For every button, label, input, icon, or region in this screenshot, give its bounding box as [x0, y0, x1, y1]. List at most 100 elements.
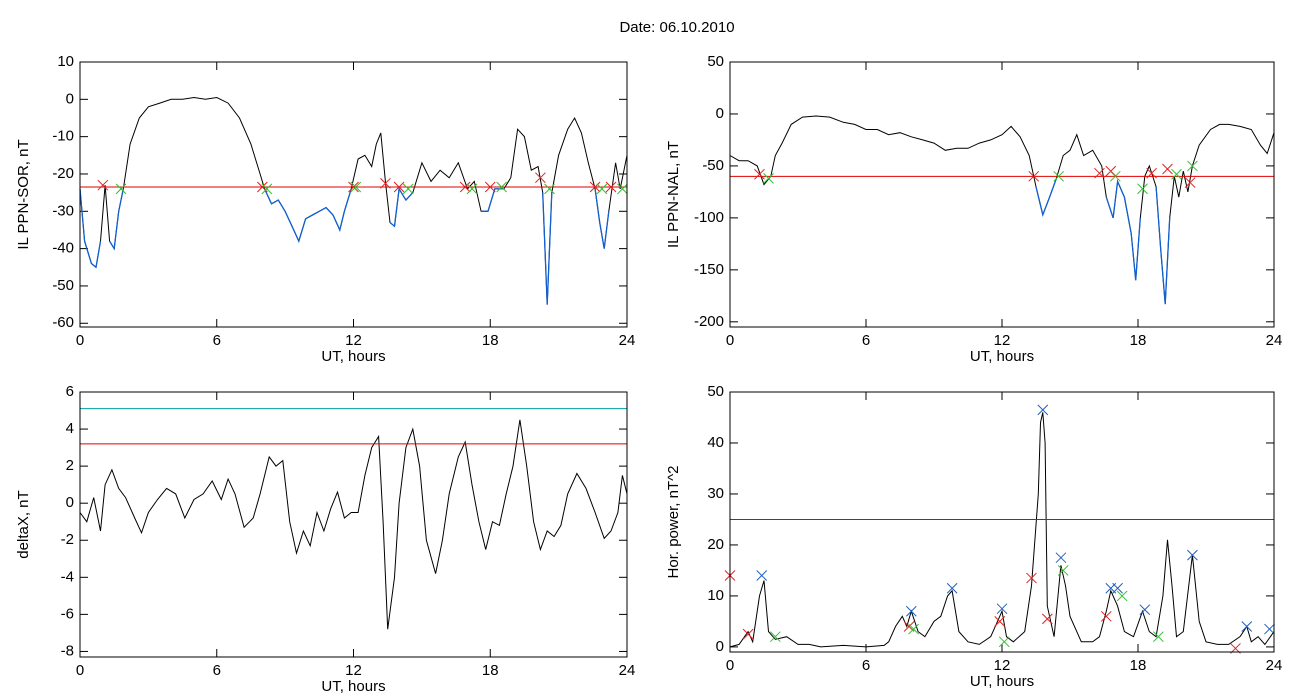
- x-tick-label: 6: [213, 662, 221, 679]
- cross-marker: [544, 183, 555, 195]
- x-axis-label: UT, hours: [321, 348, 385, 365]
- cross-marker: [1137, 183, 1148, 195]
- cross-marker: [596, 183, 608, 195]
- x-tick-label: 12: [994, 332, 1011, 349]
- x-tick-label: 24: [1266, 657, 1283, 674]
- x-tick-label: 6: [862, 657, 870, 674]
- y-tick-label: -6: [61, 605, 74, 622]
- cross-stroke: [1184, 177, 1196, 188]
- cross-stroke: [544, 183, 555, 195]
- cross-stroke: [1026, 572, 1037, 584]
- x-axis-label: UT, hours: [321, 678, 385, 695]
- cross-stroke: [393, 181, 405, 193]
- cross-marker: [908, 623, 919, 635]
- plot-frame: [79, 391, 628, 658]
- plot-frame: [79, 61, 628, 328]
- data-line: [79, 419, 628, 630]
- cross-marker: [1041, 613, 1053, 625]
- cross-marker: [1146, 167, 1157, 179]
- y-tick-label: -60: [52, 314, 74, 331]
- data-line: [79, 96, 628, 305]
- cross-stroke: [1094, 167, 1105, 179]
- cross-stroke: [998, 636, 1010, 648]
- data-line: [729, 412, 1275, 648]
- x-tick-label: 18: [482, 332, 499, 349]
- y-tick-label: -40: [52, 240, 74, 257]
- y-axis-label: Hor. power, nT^2: [665, 466, 682, 579]
- below-threshold-line: [542, 192, 553, 305]
- cross-stroke: [617, 183, 628, 195]
- cross-stroke: [1187, 160, 1198, 172]
- cross-marker: [466, 183, 478, 195]
- y-tick-label: 0: [716, 105, 724, 122]
- y-tick-label: -20: [52, 165, 74, 182]
- y-tick-label: 6: [66, 383, 74, 400]
- cross-marker: [261, 183, 273, 195]
- cross-stroke: [596, 183, 608, 195]
- cross-marker: [998, 636, 1010, 648]
- y-tick-label: 10: [57, 53, 74, 70]
- cross-stroke: [97, 179, 109, 191]
- below-threshold-line: [1035, 178, 1058, 217]
- x-tick-label: 6: [862, 332, 870, 349]
- cross-stroke: [946, 582, 958, 594]
- cross-stroke: [905, 605, 917, 617]
- cross-marker: [905, 605, 917, 617]
- cross-marker: [348, 181, 359, 193]
- cross-marker: [1241, 621, 1253, 632]
- x-tick-label: 0: [726, 657, 734, 674]
- cross-marker: [115, 183, 127, 195]
- cross-stroke: [1187, 549, 1198, 561]
- cross-stroke: [1264, 623, 1275, 635]
- cross-stroke: [496, 181, 507, 193]
- data-line: [729, 115, 1275, 305]
- x-axis-label: UT, hours: [970, 348, 1034, 365]
- cross-marker: [756, 570, 768, 581]
- cross-stroke: [1109, 170, 1121, 182]
- cross-stroke: [605, 181, 617, 193]
- y-axis-label: IL PPN-NAL, nT: [665, 141, 682, 248]
- panel: 0 6 12 18 24 6 4 2 0 -2 -4 -6 -8 UT, hours deltaX, nT: [15, 383, 635, 695]
- cross-stroke: [402, 183, 414, 195]
- cross-stroke: [1057, 565, 1069, 576]
- y-tick-label: -8: [61, 642, 74, 659]
- panel: 0 6 12 18 24 50 0 -50 -100 -150 -200 UT, hours IL PP…: [665, 53, 1282, 365]
- cross-stroke: [1053, 170, 1065, 182]
- cross-marker: [589, 181, 601, 193]
- cross-marker: [393, 181, 405, 193]
- cross-stroke: [1153, 631, 1164, 643]
- x-tick-label: 12: [345, 332, 362, 349]
- cross-marker: [769, 631, 781, 643]
- x-tick-label: 6: [213, 332, 221, 349]
- y-tick-label: -50: [702, 157, 724, 174]
- y-tick-label: 50: [707, 53, 724, 70]
- below-threshold-line: [1105, 179, 1141, 281]
- cross-marker: [1026, 572, 1037, 584]
- x-tick-label: 12: [994, 657, 1011, 674]
- cross-stroke: [1112, 582, 1123, 594]
- cross-marker: [1055, 552, 1067, 564]
- x-tick-label: 24: [1266, 332, 1283, 349]
- cross-marker: [1057, 565, 1069, 576]
- cross-stroke: [1146, 167, 1157, 179]
- cross-stroke: [1162, 163, 1173, 175]
- y-tick-label: -2: [61, 531, 74, 548]
- cross-stroke: [1137, 183, 1148, 195]
- cross-stroke: [1037, 404, 1049, 416]
- cross-marker: [1162, 163, 1173, 175]
- cross-marker: [1184, 177, 1196, 188]
- below-threshold-line: [109, 188, 124, 251]
- cross-stroke: [350, 181, 362, 193]
- cross-marker: [1171, 168, 1182, 180]
- below-threshold-line: [79, 188, 102, 269]
- below-threshold-line: [264, 188, 352, 244]
- cross-marker: [754, 168, 765, 180]
- cross-stroke: [994, 616, 1006, 627]
- cross-marker: [1028, 170, 1040, 182]
- cross-marker: [946, 582, 958, 594]
- y-tick-label: -150: [694, 261, 724, 278]
- cross-marker: [535, 172, 546, 184]
- x-tick-label: 18: [1130, 657, 1147, 674]
- x-tick-label: 0: [76, 662, 84, 679]
